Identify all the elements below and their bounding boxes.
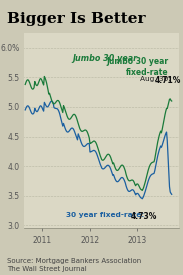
Text: Jumbo 30 year
fixed-rate: Jumbo 30 year fixed-rate (106, 57, 168, 77)
Text: 4.71%: 4.71% (155, 76, 181, 85)
Text: Source: Mortgage Bankers Association
The Wall Street Journal: Source: Mortgage Bankers Association The… (7, 258, 142, 272)
Text: Bigger Is Better: Bigger Is Better (7, 12, 146, 26)
Text: 30 year fixed-rate:: 30 year fixed-rate: (66, 212, 147, 218)
Text: Aug. 30:: Aug. 30: (140, 76, 173, 82)
Text: 4.73%: 4.73% (130, 212, 157, 221)
Text: Jumbo 30 year: Jumbo 30 year (72, 54, 137, 63)
